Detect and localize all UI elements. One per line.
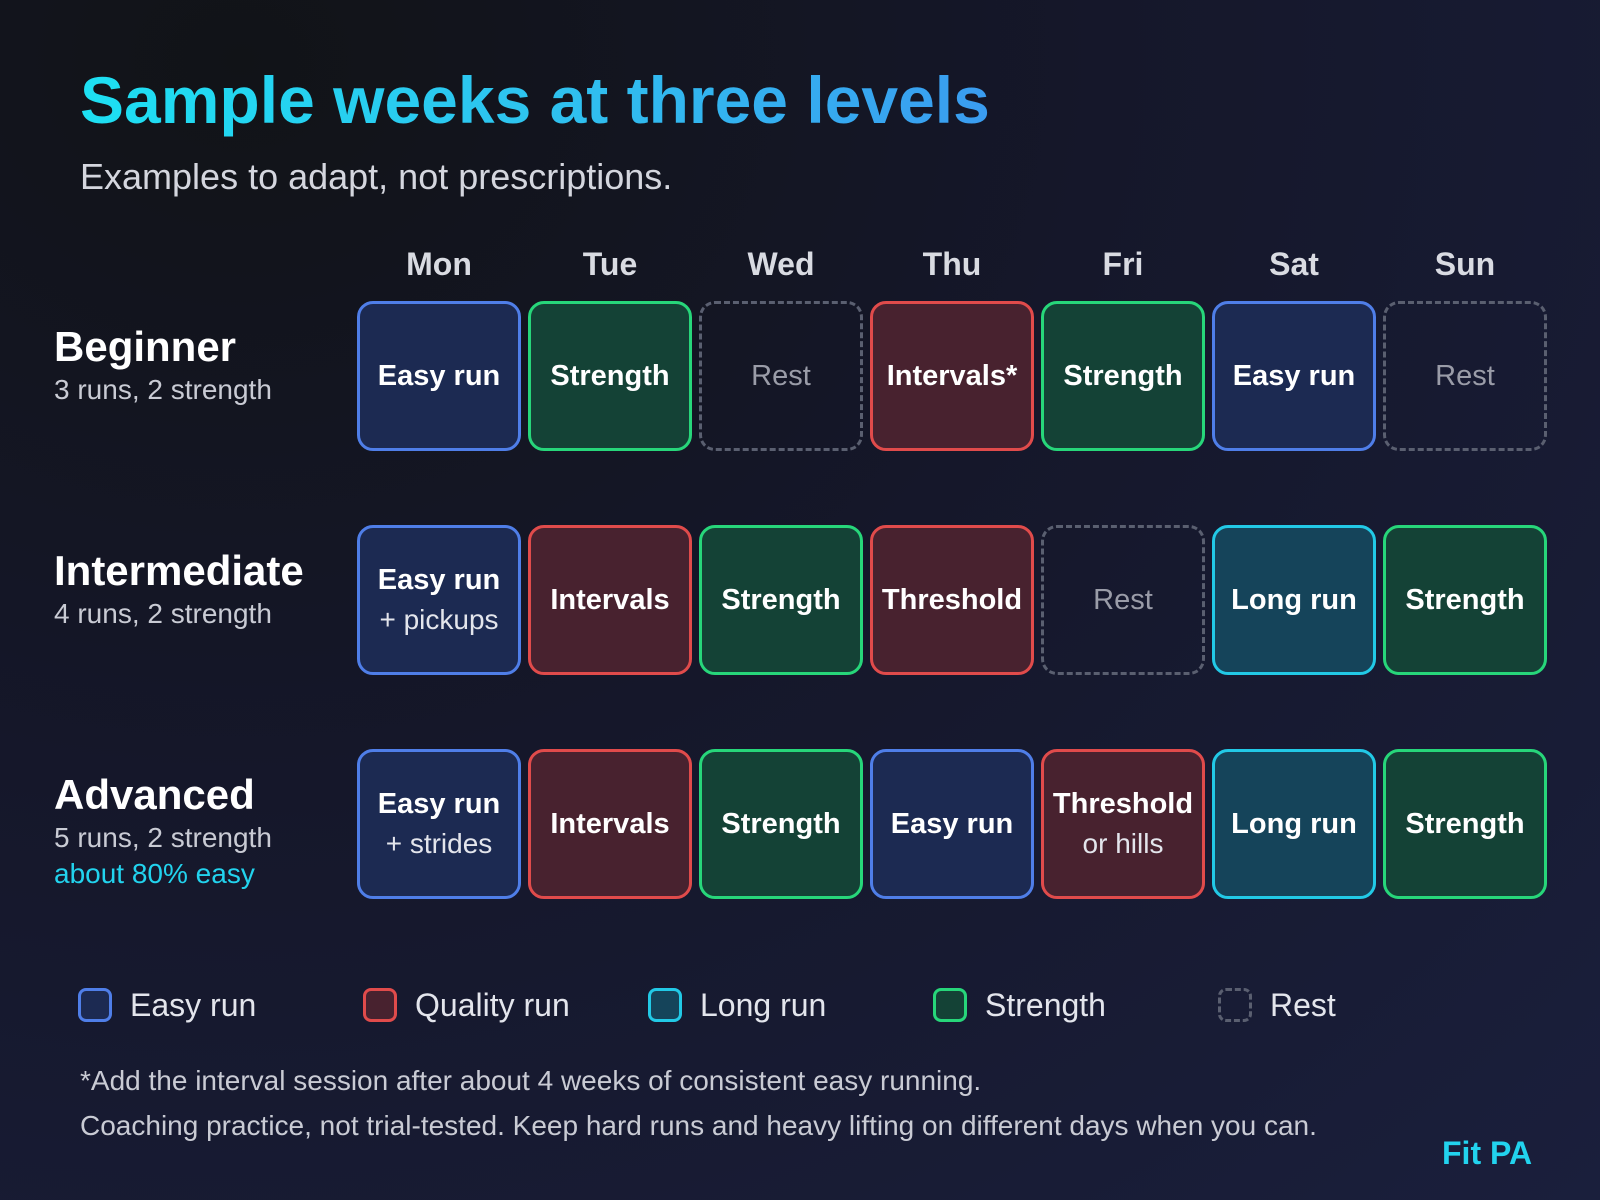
legend: Easy run Quality run Long run Strength R… <box>78 985 1528 1031</box>
legend-label: Quality run <box>415 987 570 1023</box>
level-name: Intermediate <box>54 547 304 594</box>
session-label: Easy run <box>377 788 501 820</box>
session-label: Easy run <box>890 808 1014 840</box>
session-cell: Easy run + pickups <box>357 525 521 675</box>
legend-item-strength: Strength <box>933 985 1106 1025</box>
session-cell: Long run <box>1212 525 1376 675</box>
day-header-row: Mon Tue Wed Thu Fri Sat Sun <box>357 244 1547 284</box>
session-cell: Easy run <box>357 301 521 451</box>
session-label: Threshold <box>1052 788 1194 820</box>
legend-item-rest: Rest <box>1218 985 1336 1025</box>
session-label: Easy run <box>377 564 501 596</box>
legend-swatch <box>363 988 397 1022</box>
footnote-disclaimer: Coaching practice, not trial-tested. Kee… <box>80 1110 1317 1141</box>
session-label: Intervals <box>550 808 670 840</box>
session-cell: Easy run <box>1212 301 1376 451</box>
footnote-intervals: *Add the interval session after about 4 … <box>80 1065 982 1096</box>
session-label: Intervals* <box>886 360 1018 392</box>
session-cell: Intervals* <box>870 301 1034 451</box>
session-label: Rest <box>1093 584 1153 616</box>
session-cell: Strength <box>699 749 863 899</box>
session-detail: or hills <box>1082 828 1164 859</box>
session-label: Intervals <box>550 584 670 616</box>
session-cell: Strength <box>1383 749 1547 899</box>
legend-swatch <box>933 988 967 1022</box>
level-description: 3 runs, 2 strength <box>54 374 272 405</box>
session-label: Strength <box>1063 360 1183 392</box>
legend-swatch <box>648 988 682 1022</box>
session-cell: Long run <box>1212 749 1376 899</box>
session-label: Long run <box>1231 808 1357 840</box>
brand-logo: Fit PA <box>1442 1135 1533 1171</box>
week-row-beginner: Easy run Strength Rest Intervals* Streng… <box>357 301 1547 451</box>
session-cell: Intervals <box>528 749 692 899</box>
level-note: about 80% easy <box>54 858 255 889</box>
session-cell: Easy run <box>870 749 1034 899</box>
session-label: Long run <box>1231 584 1357 616</box>
session-detail: + strides <box>385 828 493 859</box>
level-label-intermediate: Intermediate 4 runs, 2 strength <box>54 546 304 632</box>
session-label: Strength <box>550 360 670 392</box>
session-cell: Rest <box>1041 525 1205 675</box>
legend-item-long: Long run <box>648 985 826 1025</box>
session-cell: Rest <box>1383 301 1547 451</box>
page-subtitle: Examples to adapt, not prescriptions. <box>80 156 673 197</box>
legend-item-easy: Easy run <box>78 985 256 1025</box>
session-label: Rest <box>1435 360 1495 392</box>
level-name: Advanced <box>54 771 255 818</box>
level-description: 5 runs, 2 strength <box>54 822 272 853</box>
day-header-sun: Sun <box>1434 246 1496 282</box>
session-cell: Strength <box>1041 301 1205 451</box>
session-label: Strength <box>1405 808 1525 840</box>
week-row-advanced: Easy run + strides Intervals Strength Eas… <box>357 749 1547 899</box>
session-cell: Threshold <box>870 525 1034 675</box>
session-cell: Rest <box>699 301 863 451</box>
session-cell: Easy run + strides <box>357 749 521 899</box>
page-title: Sample weeks at three levels <box>80 60 990 140</box>
legend-label: Strength <box>985 987 1106 1023</box>
session-label: Strength <box>721 584 841 616</box>
session-cell: Strength <box>528 301 692 451</box>
day-header-thu: Thu <box>922 246 982 282</box>
day-header-tue: Tue <box>582 246 638 282</box>
week-row-intermediate: Easy run + pickups Intervals Strength Thr… <box>357 525 1547 675</box>
day-header-mon: Mon <box>406 246 472 282</box>
legend-label: Long run <box>700 987 827 1023</box>
session-label: Easy run <box>1232 360 1356 392</box>
legend-swatch <box>1218 988 1252 1022</box>
session-cell: Threshold or hills <box>1041 749 1205 899</box>
session-detail: + pickups <box>379 604 499 635</box>
legend-label: Rest <box>1270 987 1336 1023</box>
legend-label: Easy run <box>130 987 257 1023</box>
level-label-beginner: Beginner 3 runs, 2 strength <box>54 322 272 408</box>
session-cell: Intervals <box>528 525 692 675</box>
legend-swatch <box>78 988 112 1022</box>
legend-item-quality: Quality run <box>363 985 570 1025</box>
day-header-fri: Fri <box>1102 246 1144 282</box>
level-name: Beginner <box>54 323 237 370</box>
level-label-advanced: Advanced 5 runs, 2 strength about 80% ea… <box>54 770 272 892</box>
session-label: Rest <box>751 360 811 392</box>
session-label: Easy run <box>377 360 501 392</box>
session-cell: Strength <box>1383 525 1547 675</box>
session-label: Strength <box>721 808 841 840</box>
session-cell: Strength <box>699 525 863 675</box>
day-header-wed: Wed <box>747 246 815 282</box>
level-description: 4 runs, 2 strength <box>54 598 272 629</box>
session-label: Threshold <box>881 584 1023 616</box>
session-label: Strength <box>1405 584 1525 616</box>
day-header-sat: Sat <box>1269 246 1319 282</box>
